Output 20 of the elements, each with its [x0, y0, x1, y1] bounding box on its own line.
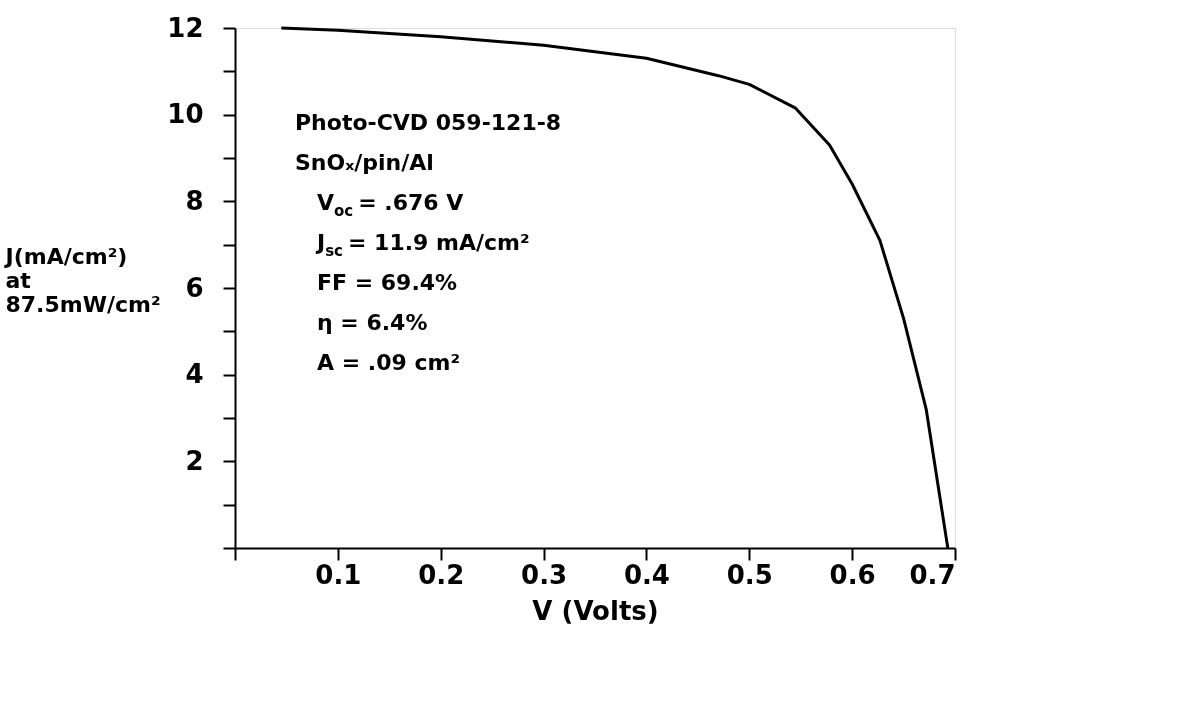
annotation: η = 6.4% [317, 310, 428, 335]
x-tick-label: 0.3 [521, 559, 568, 590]
annotation: A = .09 cm² [317, 350, 461, 375]
x-tick-label: 0.7 [909, 559, 956, 590]
x-tick-label: 0.1 [315, 559, 362, 590]
y-tick-label: 6 [185, 272, 204, 303]
x-axis-title: V (Volts) [532, 595, 659, 626]
annotation: SnOₓ/pin/Al [295, 150, 434, 175]
y-tick-label: 2 [185, 445, 204, 476]
annotation: Photo-CVD 059-121-8 [295, 110, 562, 135]
x-tick-label: 0.4 [623, 559, 670, 590]
y-tick-label: 10 [167, 99, 204, 130]
x-tick-label: 0.6 [829, 559, 876, 590]
y-axis-title: J(mA/cm²) at 87.5mW/cm² [3, 243, 161, 317]
annotation: FF = 69.4% [317, 270, 458, 295]
y-tick-label: 12 [167, 12, 204, 43]
x-tick-label: 0.2 [418, 559, 465, 590]
y-tick-label: 4 [185, 359, 204, 390]
x-tick-label: 0.5 [726, 559, 773, 590]
y-tick-label: 8 [185, 185, 204, 216]
